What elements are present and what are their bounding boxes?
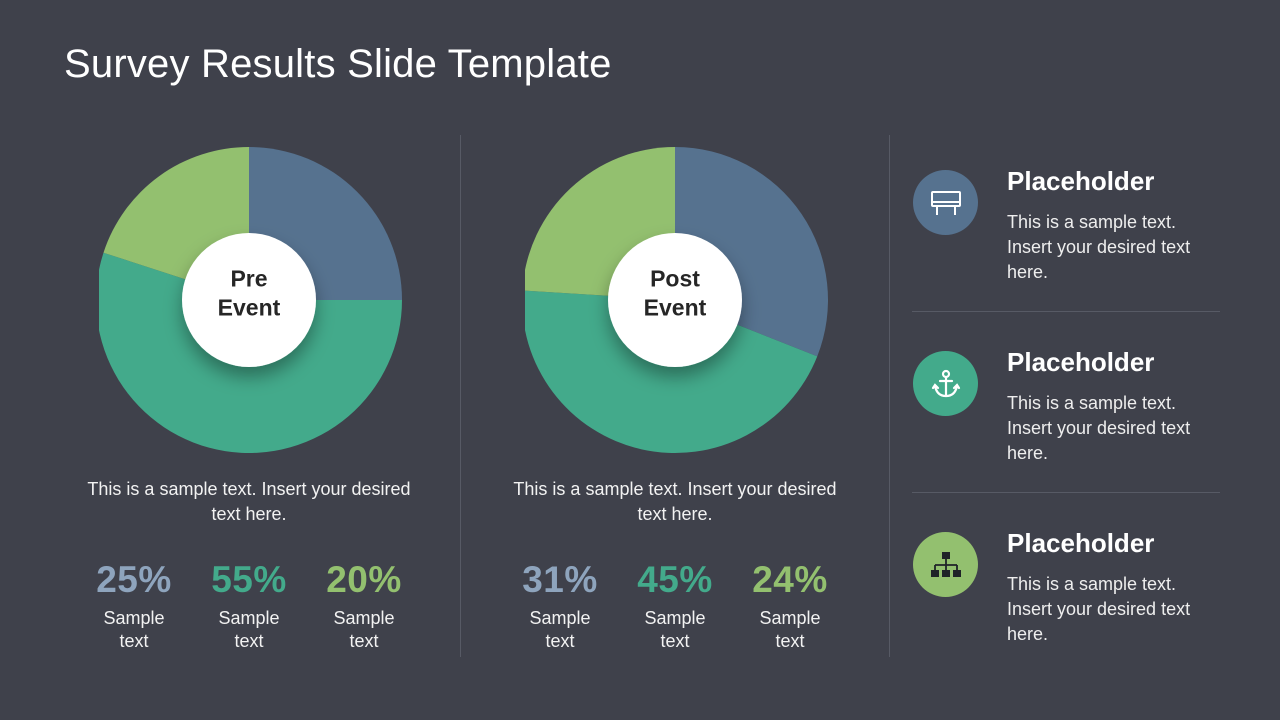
- stat-item: 20% Sample text: [309, 558, 419, 653]
- org-chart-icon: [930, 551, 961, 577]
- sidebar: Placeholder This is a sample text. Inser…: [912, 160, 1220, 703]
- stat-item: 55% Sample text: [194, 558, 304, 653]
- sidebar-heading: Placeholder: [1007, 166, 1155, 196]
- post-event-pie-chart: Post Event: [525, 140, 845, 460]
- sidebar-heading: Placeholder: [1007, 528, 1155, 558]
- pie-center-label: Pre Event: [218, 266, 281, 321]
- sidebar-text: This is a sample text. Insert your desir…: [1007, 574, 1191, 644]
- sidebar-heading: Placeholder: [1007, 347, 1155, 377]
- stat-label: Sample text: [529, 608, 591, 651]
- sidebar-item: Placeholder This is a sample text. Inser…: [912, 522, 1220, 703]
- stat-label: Sample text: [333, 608, 395, 651]
- sidebar-text: This is a sample text. Insert your desir…: [1007, 393, 1191, 463]
- stat-value: 55%: [211, 559, 287, 600]
- pre-event-caption: This is a sample text. Insert your desir…: [87, 479, 411, 524]
- post-event-panel: Post Event This is a sample text. Insert …: [505, 140, 845, 660]
- anchor-icon: [931, 369, 960, 397]
- sidebar-separator: [912, 492, 1220, 493]
- anchor-icon-circle: [913, 351, 978, 416]
- pre-event-stats: 25% Sample text 55% Sample text 20% Samp…: [79, 558, 419, 653]
- stat-item: 25% Sample text: [79, 558, 189, 653]
- divider-left: [460, 135, 461, 657]
- stat-label: Sample text: [103, 608, 165, 651]
- stat-label: Sample text: [759, 608, 821, 651]
- stat-item: 45% Sample text: [620, 558, 730, 653]
- billboard-icon-circle: [913, 170, 978, 235]
- org-chart-icon-circle: [913, 532, 978, 597]
- stat-label: Sample text: [218, 608, 280, 651]
- pie-center-label: Post Event: [644, 266, 707, 321]
- stat-value: 31%: [522, 559, 598, 600]
- sidebar-item: Placeholder This is a sample text. Inser…: [912, 160, 1220, 341]
- post-event-caption: This is a sample text. Insert your desir…: [513, 479, 837, 524]
- stat-value: 25%: [96, 559, 172, 600]
- sidebar-item: Placeholder This is a sample text. Inser…: [912, 341, 1220, 522]
- divider-right: [889, 135, 890, 657]
- pie-slice: [525, 290, 818, 453]
- stat-value: 20%: [326, 559, 402, 600]
- pie-center-circle: [608, 233, 742, 367]
- stat-label: Sample text: [644, 608, 706, 651]
- pie-center-circle: [182, 233, 316, 367]
- stat-item: 31% Sample text: [505, 558, 615, 653]
- sidebar-separator: [912, 311, 1220, 312]
- stat-value: 45%: [637, 559, 713, 600]
- billboard-icon: [930, 190, 961, 215]
- sidebar-text: This is a sample text. Insert your desir…: [1007, 212, 1191, 282]
- slide-title: Survey Results Slide Template: [64, 42, 612, 86]
- pre-event-pie-chart: Pre Event: [99, 140, 419, 460]
- pre-event-panel: Pre Event This is a sample text. Insert y…: [79, 140, 419, 660]
- stat-value: 24%: [752, 559, 828, 600]
- stat-item: 24% Sample text: [735, 558, 845, 653]
- post-event-stats: 31% Sample text 45% Sample text 24% Samp…: [505, 558, 845, 653]
